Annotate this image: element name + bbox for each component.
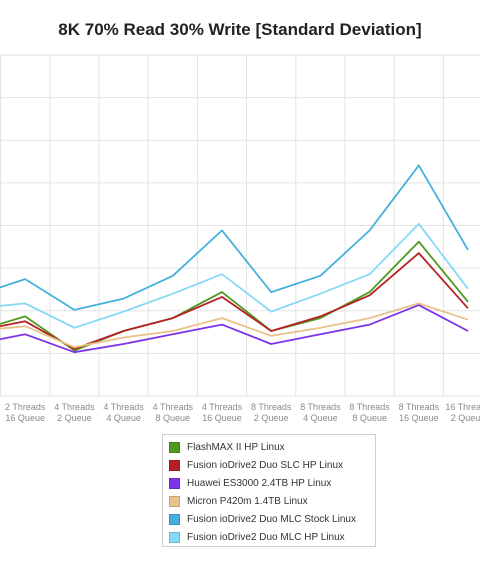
legend-label: Fusion ioDrive2 Duo MLC Stock Linux bbox=[187, 513, 356, 525]
legend-item: FlashMAX II HP Linux bbox=[163, 438, 375, 456]
x-tick-label: 4 Threads bbox=[103, 402, 144, 412]
legend-item: Huawei ES3000 2.4TB HP Linux bbox=[163, 474, 375, 492]
grid bbox=[0, 54, 480, 397]
series-line-1 bbox=[0, 240, 469, 352]
x-tick-label: 8 Threads bbox=[399, 402, 440, 412]
legend-label: Huawei ES3000 2.4TB HP Linux bbox=[187, 477, 332, 489]
legend-label: FlashMAX II HP Linux bbox=[187, 441, 285, 453]
legend-label: Fusion ioDrive2 Duo SLC HP Linux bbox=[187, 459, 344, 471]
legend-swatch bbox=[169, 459, 180, 471]
legend-swatch bbox=[169, 531, 180, 543]
series-lines bbox=[0, 164, 469, 354]
x-tick-label: 4 Queue bbox=[106, 413, 141, 423]
x-tick-label: 2 Queue bbox=[451, 413, 480, 423]
legend-swatch bbox=[169, 513, 180, 525]
chart-title: 8K 70% Read 30% Write [Standard Deviatio… bbox=[58, 20, 422, 39]
legend-item: Fusion ioDrive2 Duo SLC HP Linux bbox=[163, 456, 375, 474]
x-tick-label: 2 Threads bbox=[5, 402, 46, 412]
legend-item: Fusion ioDrive2 Duo MLC Stock Linux bbox=[163, 510, 375, 528]
x-tick-label: 4 Threads bbox=[54, 402, 95, 412]
legend-swatch bbox=[169, 441, 180, 453]
x-tick-label: 16 Threads bbox=[445, 402, 480, 412]
x-tick-label: 16 Queue bbox=[399, 413, 439, 423]
x-tick-label: 4 Queue bbox=[303, 413, 338, 423]
x-tick-label: 4 Threads bbox=[202, 402, 243, 412]
legend: FlashMAX II HP Linux Fusion ioDrive2 Duo … bbox=[162, 434, 376, 547]
legend-item: Fusion ioDrive2 Duo MLC HP Linux bbox=[163, 528, 375, 546]
x-tick-label: 8 Threads bbox=[300, 402, 341, 412]
x-tick-label: 8 Queue bbox=[352, 413, 387, 423]
series-line-4 bbox=[0, 302, 469, 349]
legend-label: Micron P420m 1.4TB Linux bbox=[187, 495, 308, 507]
x-tick-label: 16 Queue bbox=[202, 413, 242, 423]
series-line-6 bbox=[0, 222, 469, 329]
series-line-5 bbox=[0, 164, 469, 311]
x-tick-label: 4 Threads bbox=[153, 402, 194, 412]
legend-swatch bbox=[169, 495, 180, 507]
x-tick-label: 16 Queue bbox=[5, 413, 45, 423]
x-tick-label: 2 Queue bbox=[57, 413, 92, 423]
x-tick-label: 8 Threads bbox=[251, 402, 292, 412]
series-line-3 bbox=[0, 304, 469, 354]
x-tick-label: 2 Queue bbox=[254, 413, 289, 423]
legend-label: Fusion ioDrive2 Duo MLC HP Linux bbox=[187, 531, 345, 543]
legend-item: Micron P420m 1.4TB Linux bbox=[163, 492, 375, 510]
legend-swatch bbox=[169, 477, 180, 489]
x-tick-label: 8 Threads bbox=[349, 402, 390, 412]
x-tick-label: 8 Queue bbox=[156, 413, 191, 423]
